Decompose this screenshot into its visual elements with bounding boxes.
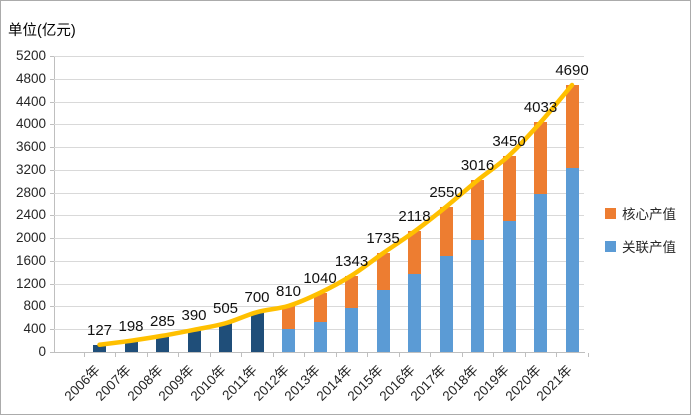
bar-value-label: 810 <box>275 282 302 300</box>
bar-segment-related <box>565 167 579 352</box>
y-tick-mark <box>50 238 54 240</box>
bar-total-segment <box>156 335 169 352</box>
bar-value-label: 3016 <box>460 157 495 175</box>
y-tick-label: 4800 <box>15 70 46 86</box>
x-tick-mark <box>367 353 369 357</box>
x-tick-mark <box>524 353 526 357</box>
bar-value-label: 390 <box>181 306 207 324</box>
bar-value-label: 4690 <box>555 62 589 80</box>
bar-segment-core <box>282 305 295 330</box>
bar-segment-related <box>376 290 390 352</box>
x-tick-mark <box>335 353 337 357</box>
legend-label: 关联产值 <box>622 240 676 255</box>
x-tick-mark <box>115 353 117 357</box>
legend-item-core: 核心产值 <box>605 203 676 223</box>
x-tick-mark <box>304 353 306 357</box>
y-tick-label: 0 <box>38 344 46 359</box>
y-tick-label: 1200 <box>15 275 46 291</box>
x-tick-mark <box>272 353 274 357</box>
x-tick-mark <box>241 353 243 357</box>
y-axis-line <box>54 56 55 353</box>
bar-value-label: 505 <box>212 300 239 318</box>
y-tick-label: 4400 <box>15 93 46 109</box>
bar-value-label: 1735 <box>366 230 400 248</box>
bar-value-label: 700 <box>244 289 270 307</box>
bar-segment-related <box>502 221 516 352</box>
y-tick-label: 2400 <box>15 207 46 223</box>
y-tick-label: 2800 <box>15 184 46 200</box>
bar-segment-related <box>534 194 547 352</box>
y-tick-mark <box>50 192 54 194</box>
y-tick-label: 3600 <box>15 139 46 155</box>
x-tick-mark <box>493 353 495 357</box>
y-tick-label: 3200 <box>15 161 46 177</box>
bar-value-label: 127 <box>86 321 113 339</box>
y-tick-label: 5200 <box>15 48 46 63</box>
y-tick-mark <box>50 215 54 217</box>
bar-value-label: 2118 <box>398 208 431 226</box>
y-tick-mark <box>50 260 54 262</box>
y-tick-label: 2000 <box>15 230 46 246</box>
bar-total-segment <box>219 323 232 352</box>
x-axis-line <box>54 352 585 353</box>
bar-total-segment <box>93 344 106 352</box>
y-tick-label: 1600 <box>15 252 46 268</box>
bar-segment-related <box>471 240 484 352</box>
bar-value-label: 4033 <box>523 99 558 117</box>
legend-item-related: 关联产值 <box>605 236 676 256</box>
axis-unit-label: 单位(亿元) <box>8 23 76 39</box>
y-tick-mark <box>50 169 54 171</box>
gridline <box>54 78 584 80</box>
bar-total-segment <box>124 340 138 352</box>
x-tick-mark <box>430 353 432 357</box>
bar-total-segment <box>250 312 264 352</box>
x-tick-mark <box>587 353 589 357</box>
bar-value-label: 1040 <box>303 269 337 287</box>
gridline <box>54 124 584 126</box>
x-tick-mark <box>83 353 85 357</box>
bar-value-label: 1343 <box>334 252 369 270</box>
bar-value-label: 285 <box>149 312 176 330</box>
bar-segment-related <box>439 255 453 352</box>
y-tick-mark <box>50 78 54 80</box>
x-tick-mark <box>146 353 148 357</box>
y-tick-mark <box>50 329 54 331</box>
legend-swatch-icon <box>605 240 616 252</box>
y-tick-mark <box>50 352 54 353</box>
bar-total-segment <box>187 329 201 352</box>
y-tick-label: 800 <box>23 298 46 314</box>
y-tick-mark <box>50 283 54 285</box>
bar-segment-related <box>313 321 327 352</box>
legend: 核心产值 关联产值 <box>605 203 676 256</box>
x-tick-mark <box>209 353 211 357</box>
bar-segment-core <box>565 85 579 168</box>
bar-segment-related <box>345 307 358 352</box>
bar-segment-related <box>408 274 421 352</box>
bar-value-label: 3450 <box>492 132 526 150</box>
y-tick-mark <box>50 147 54 149</box>
bar-value-label: 2550 <box>429 183 463 201</box>
legend-label: 核心产值 <box>622 207 676 222</box>
x-tick-mark <box>461 353 463 357</box>
x-tick-mark <box>556 353 558 357</box>
y-tick-mark <box>50 56 54 57</box>
y-tick-mark <box>50 306 54 308</box>
x-tick-mark <box>398 353 400 357</box>
y-tick-mark <box>50 101 54 103</box>
legend-swatch-icon <box>605 207 616 219</box>
y-tick-label: 4000 <box>15 116 46 132</box>
gridline <box>54 56 584 57</box>
x-tick-mark <box>178 353 180 357</box>
gridline <box>54 101 584 103</box>
y-tick-mark <box>50 124 54 126</box>
bar-segment-related <box>282 329 295 352</box>
y-tick-label: 400 <box>23 321 46 337</box>
plot-area: 127 198 285 390 505 700 810 1040 1343 1735 2118 255… <box>54 56 589 352</box>
bar-value-label: 198 <box>118 317 144 335</box>
